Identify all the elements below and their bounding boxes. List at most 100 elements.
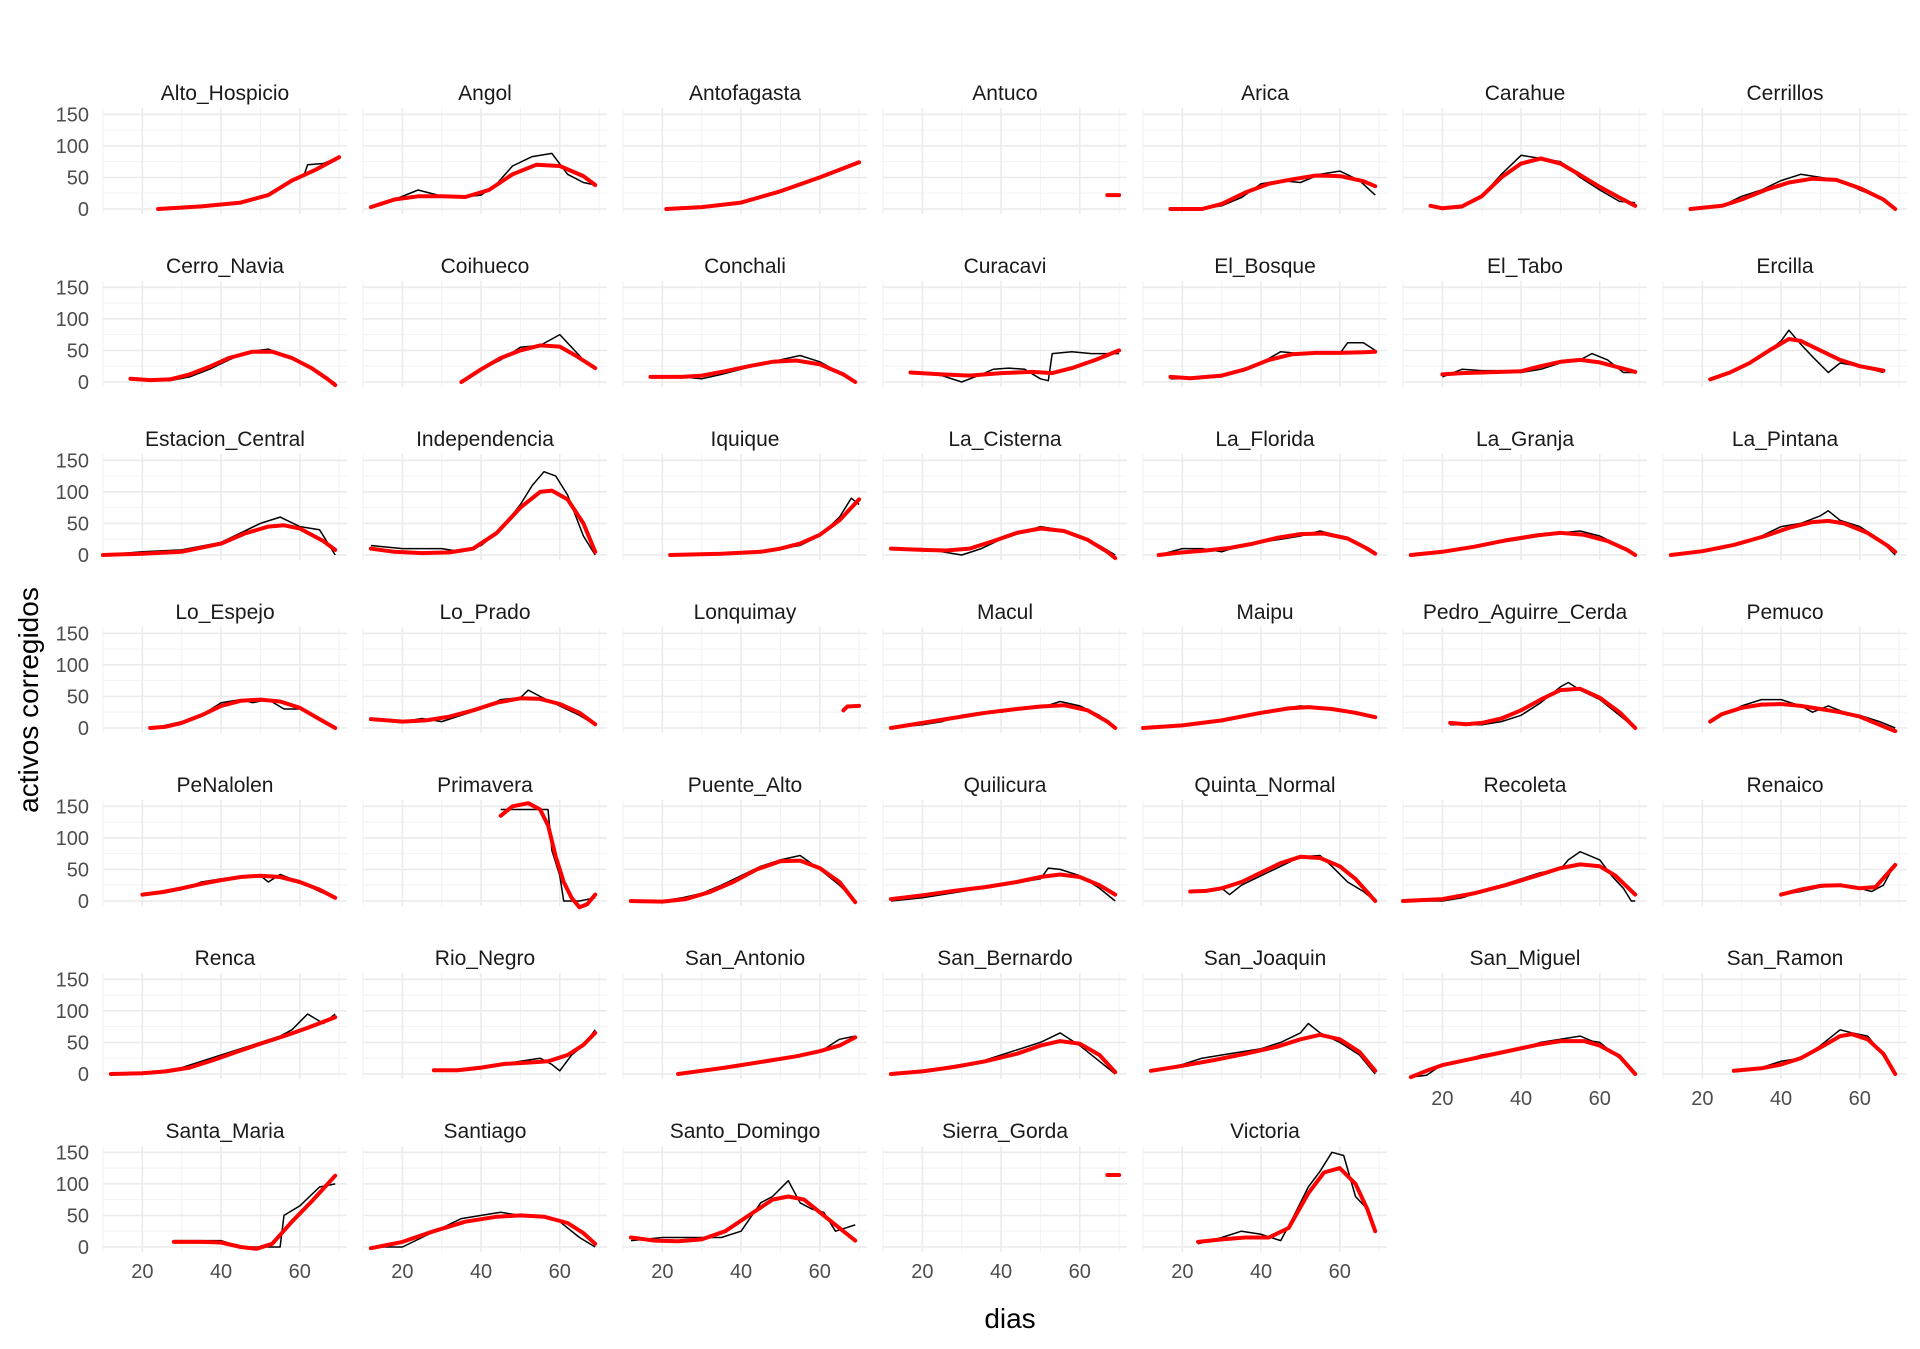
- y-tick-label: 50: [67, 1032, 89, 1054]
- facet-strip-label: San_Miguel: [1470, 947, 1581, 970]
- facet-panel: Santa_Maria 0 50 100 150 20 40 60: [56, 1120, 347, 1283]
- y-tick-label: 0: [78, 545, 89, 567]
- x-tick-label: 60: [1849, 1088, 1871, 1110]
- facet-strip-label: San_Joaquin: [1204, 947, 1327, 970]
- series-smoothed-line: [908, 348, 1122, 378]
- y-tick-label: 100: [56, 136, 89, 158]
- facet-strip-label: Alto_Hospicio: [161, 82, 289, 105]
- facet-panel: San_Miguel 20 40 60: [1402, 947, 1647, 1110]
- series-smoothed-line: [1156, 531, 1378, 557]
- facet-panel: Renaico: [1662, 774, 1907, 906]
- series-smoothed-line: [1708, 702, 1898, 734]
- y-tick-label: 100: [56, 309, 89, 331]
- facet-panel: Pedro_Aguirre_Cerda: [1402, 601, 1647, 733]
- facet-strip-label: Renaico: [1746, 774, 1823, 797]
- x-tick-label: 40: [1250, 1261, 1272, 1283]
- facet-panel: Sierra_Gorda 20 40 60: [882, 1120, 1127, 1283]
- facet-strip-label: Primavera: [437, 774, 533, 797]
- y-tick-label: 0: [78, 1237, 89, 1259]
- facet-strip-label: Lo_Espejo: [175, 601, 274, 624]
- series-smoothed-line: [101, 523, 338, 557]
- facet-strip-label: Puente_Alto: [688, 774, 802, 797]
- series-smoothed-line: [368, 488, 598, 556]
- facet-strip-label: Curacavi: [964, 255, 1047, 278]
- facet-panel: Lonquimay: [622, 601, 867, 733]
- facet-strip-label: San_Antonio: [685, 947, 805, 970]
- y-tick-label: 50: [67, 340, 89, 362]
- series-observed-line: [370, 470, 596, 556]
- facet-panel: Recoleta: [1401, 774, 1647, 906]
- facet-strip-label: La_Pintana: [1732, 428, 1839, 451]
- facet-panel: San_Joaquin: [1142, 947, 1387, 1079]
- series-smoothed-line: [368, 162, 598, 210]
- facet-strip-label: San_Ramon: [1727, 947, 1844, 970]
- facet-panel: Rio_Negro: [362, 947, 607, 1079]
- x-tick-label: 20: [911, 1261, 933, 1283]
- series-observed-line: [890, 1032, 1116, 1075]
- series-smoothed-line: [888, 1039, 1118, 1076]
- x-tick-label: 20: [651, 1261, 673, 1283]
- y-tick-label: 0: [78, 1064, 89, 1086]
- facet-strip-label: Recoleta: [1484, 774, 1567, 797]
- facet-strip-label: Quinta_Normal: [1194, 774, 1335, 797]
- x-axis-label: dias: [984, 1303, 1035, 1334]
- x-tick-label: 60: [1589, 1088, 1611, 1110]
- y-tick-label: 100: [56, 1174, 89, 1196]
- series-smoothed-line: [171, 1173, 338, 1251]
- facet-panel: San_Bernardo: [882, 947, 1127, 1079]
- y-tick-label: 150: [56, 1142, 89, 1164]
- y-tick-label: 50: [67, 859, 89, 881]
- facet-strip-label: Coihueco: [441, 255, 530, 278]
- y-tick-label: 50: [67, 167, 89, 189]
- series-smoothed-line: [1148, 1032, 1378, 1073]
- facet-strip-label: Estacion_Central: [145, 428, 305, 451]
- x-tick-label: 20: [1171, 1261, 1193, 1283]
- facet-strip-label: PeNalolen: [177, 774, 274, 797]
- facet-panel: Victoria 20 40 60: [1142, 1120, 1387, 1283]
- facet-strip-label: Macul: [977, 601, 1033, 624]
- series-observed-line: [1442, 352, 1636, 378]
- facet-panel: El_Tabo: [1402, 255, 1647, 387]
- x-tick-label: 40: [730, 1261, 752, 1283]
- series-smoothed-line: [668, 497, 862, 557]
- facet-strip-label: Angol: [458, 82, 512, 105]
- series-smoothed-line: [1188, 854, 1378, 903]
- x-tick-label: 60: [1069, 1261, 1091, 1283]
- x-tick-label: 20: [1431, 1088, 1453, 1110]
- x-tick-label: 60: [809, 1261, 831, 1283]
- facet-panel: Cerro_Navia 0 50 100 150: [56, 255, 347, 394]
- facet-panel: Alto_Hospicio 0 50 100 150: [56, 82, 347, 221]
- series-observed-line: [1197, 1151, 1376, 1245]
- facet-panel: La_Granja: [1402, 428, 1647, 560]
- facet-panel: Quinta_Normal: [1142, 774, 1387, 906]
- facet-panel: El_Bosque: [1142, 255, 1387, 387]
- facet-panel: PeNalolen 0 50 100 150: [56, 774, 347, 913]
- panels-layer: Alto_Hospicio 0 50 100 150 Angol Antofagasta An…: [56, 82, 1907, 1283]
- facet-strip-label: San_Bernardo: [937, 947, 1072, 970]
- series-smoothed-line: [431, 1030, 598, 1073]
- series-smoothed-line: [1401, 862, 1638, 903]
- facet-panel: Curacavi: [882, 255, 1127, 387]
- series-observed-line: [1430, 154, 1636, 210]
- series-smoothed-line: [888, 872, 1118, 902]
- series-smoothed-line: [1440, 357, 1638, 377]
- series-smoothed-line: [888, 526, 1118, 561]
- series-observed-line: [1150, 1022, 1376, 1075]
- facet-panel: Quilicura: [882, 774, 1127, 906]
- series-smoothed-line: [1708, 337, 1886, 382]
- facet-strip-label: Ercilla: [1756, 255, 1813, 278]
- facet-strip-label: Pedro_Aguirre_Cerda: [1423, 601, 1628, 624]
- facet-panel: Arica: [1142, 82, 1387, 214]
- y-tick-label: 50: [67, 513, 89, 535]
- facet-panel: San_Antonio: [622, 947, 867, 1079]
- series-smoothed-line: [664, 160, 862, 211]
- series-smoothed-line: [1428, 156, 1638, 211]
- facet-strip-label: Santa_Maria: [165, 1120, 284, 1143]
- facet-strip-label: La_Granja: [1476, 428, 1574, 451]
- facet-panel: Macul: [882, 601, 1127, 733]
- facet-strip-label: Quilicura: [964, 774, 1047, 797]
- x-tick-label: 40: [1770, 1088, 1792, 1110]
- series-smoothed-line: [888, 703, 1118, 730]
- facet-panel: La_Pintana: [1662, 428, 1907, 560]
